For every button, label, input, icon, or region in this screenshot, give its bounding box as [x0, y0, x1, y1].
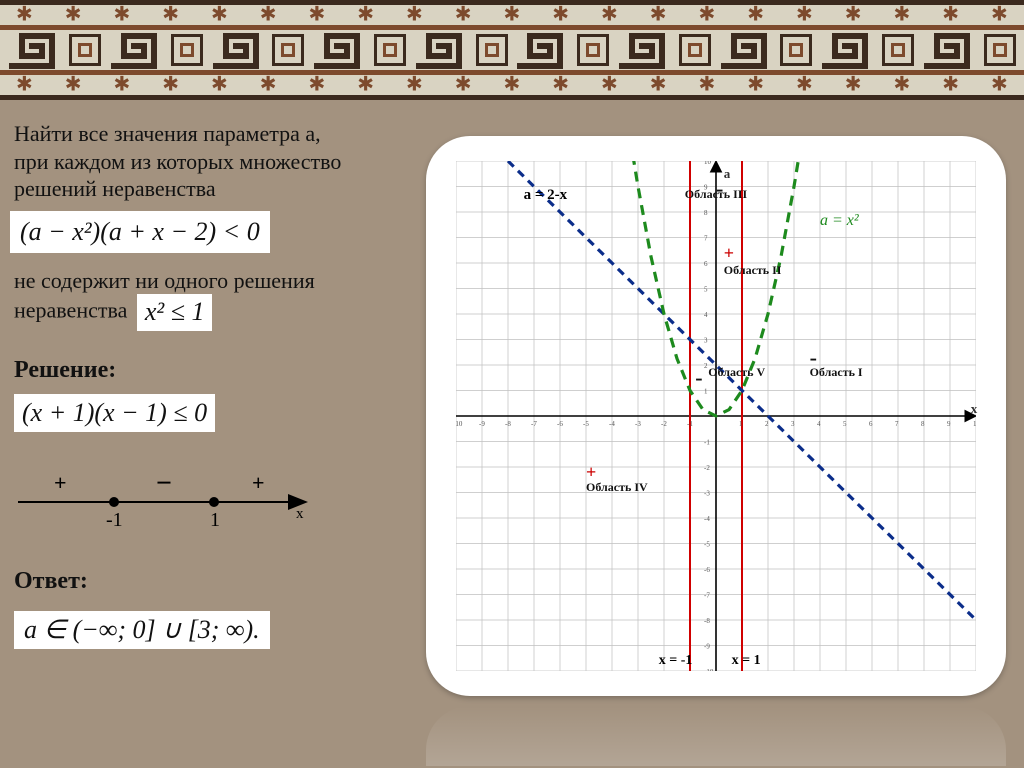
solution-heading: Решение: [14, 357, 404, 384]
number-line-svg: + − + -1 1 x [14, 468, 314, 538]
line-label: a = 2-x [524, 187, 568, 204]
region-sign: - [810, 345, 817, 371]
svg-text:+: + [54, 470, 67, 495]
region-sign: + [724, 243, 734, 264]
vline-label: x = -1 [659, 653, 693, 669]
region-sign: - [716, 176, 723, 202]
left-column: Найти все значения параметра а, при кажд… [14, 120, 404, 649]
region-sign: - [695, 365, 702, 391]
problem-line: не содержит ни одного решения неравенств… [14, 267, 404, 331]
svg-text:-1: -1 [106, 509, 123, 531]
graph-plot: -10-9-8-7-6-5-4-3-2-112345678910-10-9-8-… [456, 161, 976, 671]
number-line: + − + -1 1 x [14, 468, 314, 538]
content-area: Найти все значения параметра а, при кажд… [0, 100, 1024, 768]
flower-row [0, 75, 1024, 96]
answer-formula: a ∈ (−∞; 0] ∪ [3; ∞). [14, 611, 270, 649]
flower-row [0, 5, 1024, 26]
x-axis-label: x [971, 401, 978, 417]
region-label: Область I [810, 365, 863, 380]
problem-line: Найти все значения параметра а, [14, 120, 404, 148]
svg-text:1: 1 [210, 509, 220, 531]
answer-heading: Ответ: [14, 568, 404, 595]
region-sign: + [586, 462, 596, 483]
meander-row [0, 30, 1024, 70]
parabola-label: a = x² [820, 212, 859, 230]
graph-card: -10-9-8-7-6-5-4-3-2-112345678910-10-9-8-… [426, 136, 1006, 696]
vline-label: x = 1 [732, 653, 761, 669]
svg-text:−: − [156, 468, 172, 499]
svg-text:+: + [252, 470, 265, 495]
a-axis-label: a [724, 166, 731, 182]
graph-reflection [426, 706, 1006, 766]
decorative-border [0, 0, 1024, 100]
problem-line: при каждом из которых множество [14, 148, 404, 176]
svg-text:x: x [296, 506, 304, 522]
constraint-inequality: x² ≤ 1 [137, 294, 213, 331]
main-inequality: (a − x²)(a + x − 2) < 0 [10, 211, 270, 253]
factored-formula: (x + 1)(x − 1) ≤ 0 [14, 394, 215, 432]
problem-line: решений неравенства [14, 175, 404, 203]
region-label: Область II [724, 263, 782, 278]
graph-overlay: xaa = 2-xa = x²Область I-Область II+Обла… [456, 161, 976, 671]
region-label: Область V [708, 365, 765, 380]
